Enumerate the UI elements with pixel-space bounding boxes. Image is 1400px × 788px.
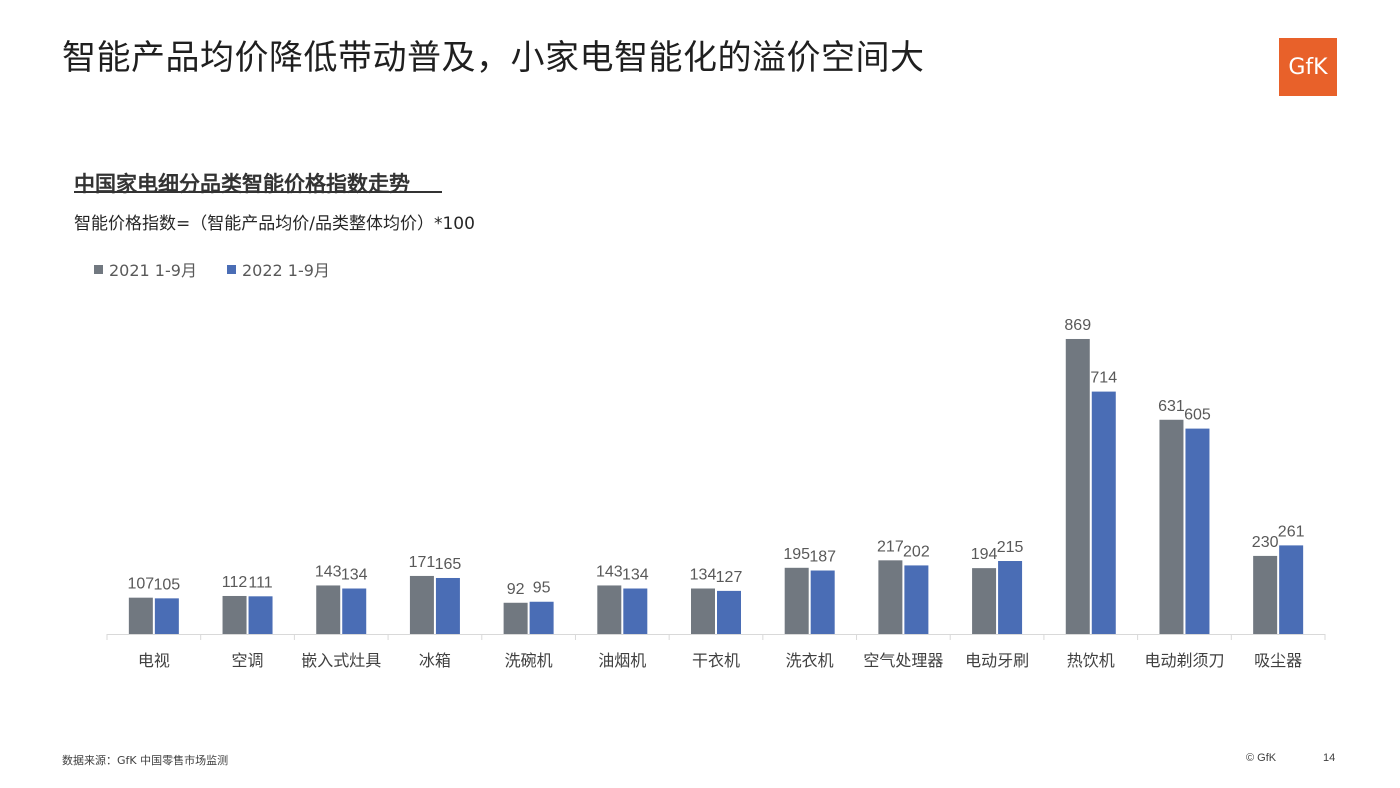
category-label: 电动牙刷 <box>965 651 1029 670</box>
bar-2022 <box>529 601 554 634</box>
bar-2021 <box>691 588 715 634</box>
category-label: 吸尘器 <box>1254 651 1302 670</box>
legend-swatch-2022 <box>226 264 236 274</box>
legend-item-2021: 2021 1-9月 <box>94 257 197 281</box>
category-label: 油烟机 <box>598 651 646 670</box>
category-label: 冰箱 <box>419 651 451 670</box>
bar-2021 <box>316 585 341 634</box>
data-label-2022: 134 <box>341 567 368 584</box>
data-label-2021: 143 <box>596 563 623 580</box>
legend-label-2021: 2021 1-9月 <box>109 261 197 280</box>
bar-2022 <box>810 570 835 634</box>
chart-legend: 2021 1-9月 2022 1-9月 <box>94 257 330 281</box>
bar-2022 <box>435 577 460 634</box>
page-number: 14 <box>1323 752 1336 764</box>
bar-2022 <box>248 596 273 634</box>
data-label-2022: 605 <box>1184 407 1211 424</box>
legend-item-2022: 2022 1-9月 <box>226 257 330 281</box>
bar-2022 <box>1091 391 1116 634</box>
data-label-2021: 217 <box>877 538 904 555</box>
legend-swatch-2021 <box>94 264 103 274</box>
data-label-2022: 95 <box>533 580 551 597</box>
data-label-2022: 134 <box>622 567 649 584</box>
data-label-2022: 202 <box>903 543 930 560</box>
bar-2022 <box>1279 545 1304 634</box>
data-label-2022: 187 <box>809 549 836 566</box>
category-label: 嵌入式灶具 <box>301 651 381 670</box>
bar-2021 <box>972 568 997 634</box>
slide-title: 智能产品均价降低带动普及，小家电智能化的溢价空间大 <box>62 38 925 78</box>
bar-2021 <box>1253 555 1278 634</box>
data-label-2022: 105 <box>153 576 180 593</box>
data-label-2021: 92 <box>507 581 525 598</box>
footer-copyright: © GfK <box>1246 752 1277 764</box>
category-label: 电视 <box>138 651 170 670</box>
data-label-2021: 195 <box>783 546 810 563</box>
bar-2022 <box>1185 428 1210 634</box>
data-label-2021: 869 <box>1064 317 1091 334</box>
bar-2021 <box>222 595 247 634</box>
chart-title-underline <box>74 191 442 193</box>
bar-2022 <box>623 588 648 634</box>
data-label-2021: 194 <box>971 546 998 563</box>
data-label-2022: 165 <box>435 556 462 573</box>
bar-2021 <box>128 597 153 634</box>
footer-source: 数据来源：GfK 中国零售市场监测 <box>62 754 229 767</box>
gfk-logo: GfK <box>1279 38 1337 96</box>
bar-2022 <box>904 565 929 634</box>
bar-2021 <box>1065 338 1090 634</box>
data-label-2021: 143 <box>315 563 342 580</box>
category-label: 热饮机 <box>1067 651 1115 670</box>
data-label-2021: 112 <box>222 574 248 591</box>
category-label: 洗衣机 <box>786 651 834 670</box>
data-label-2022: 111 <box>248 574 272 591</box>
chart-subtitle: 智能价格指数=（智能产品均价/品类整体均价）*100 <box>74 214 475 234</box>
bar-2022 <box>998 561 1023 634</box>
category-label: 空气处理器 <box>863 651 943 670</box>
bar-2021 <box>409 575 434 634</box>
bar-2021 <box>878 560 903 634</box>
data-label-2022: 261 <box>1278 523 1305 540</box>
category-label: 空调 <box>232 651 264 670</box>
bar-2022 <box>717 590 741 634</box>
data-label-2021: 230 <box>1252 534 1279 551</box>
category-label: 干衣机 <box>692 651 740 670</box>
bar-2021 <box>503 602 528 634</box>
data-label-2021: 134 <box>690 567 717 584</box>
data-label-2021: 107 <box>127 576 154 593</box>
data-label-2022: 127 <box>716 569 743 586</box>
data-label-2021: 631 <box>1158 398 1185 415</box>
category-label: 洗碗机 <box>505 651 553 670</box>
bar-2021 <box>1159 419 1184 634</box>
bar-2021 <box>597 585 622 634</box>
data-label-2021: 171 <box>409 554 436 571</box>
category-label: 电动剃须刀 <box>1144 651 1224 670</box>
bar-2022 <box>154 598 179 634</box>
data-label-2022: 714 <box>1090 370 1117 387</box>
data-label-2022: 215 <box>997 539 1024 556</box>
bar-2022 <box>342 588 367 634</box>
legend-label-2022: 2022 1-9月 <box>241 261 330 280</box>
bar-2021 <box>784 567 809 634</box>
